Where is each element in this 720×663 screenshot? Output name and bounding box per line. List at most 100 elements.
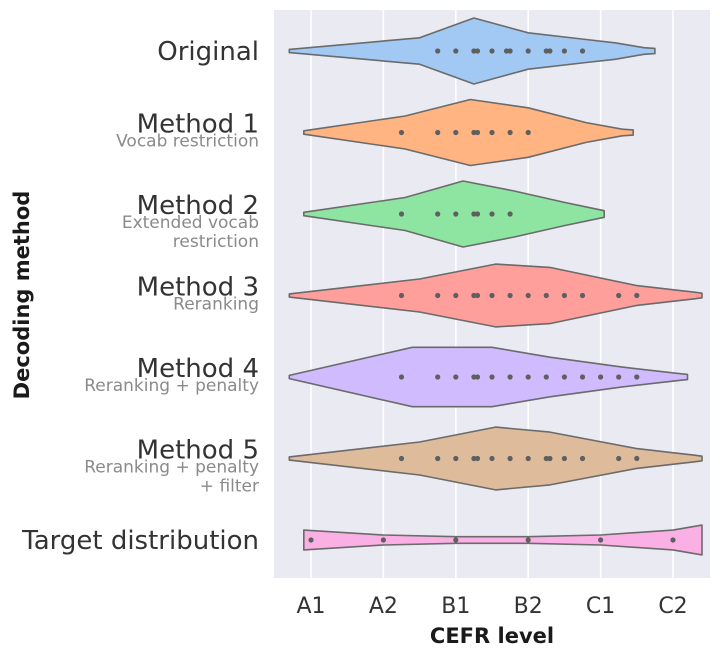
data-point-method-4-4 <box>474 374 481 380</box>
x-tick-a2: A2 <box>369 594 398 619</box>
data-point-original-9 <box>547 48 553 54</box>
data-point-method-5-5 <box>489 455 495 462</box>
data-point-method-3-2 <box>453 292 459 299</box>
data-point-method-3-10 <box>579 292 586 299</box>
category-subtitle-method-2-0: Extended vocab <box>122 213 259 233</box>
x-tick-a1: A1 <box>296 594 325 619</box>
data-point-method-3-0 <box>398 292 405 299</box>
category-subtitle-method-4-0: Reranking + penalty <box>84 376 259 396</box>
data-point-method-2-0 <box>398 211 405 217</box>
data-point-original-0 <box>435 48 441 54</box>
data-point-original-2 <box>471 48 477 54</box>
data-point-method-5-8 <box>543 455 549 462</box>
data-point-method-4-3 <box>471 374 477 380</box>
data-point-method-4-0 <box>398 374 405 380</box>
x-tick-c2: C2 <box>658 594 687 619</box>
data-point-target-distribution-2 <box>453 537 459 543</box>
data-point-method-4-10 <box>579 374 586 380</box>
violin-body-method-5 <box>288 426 703 491</box>
data-point-method-3-12 <box>634 292 640 299</box>
data-point-original-11 <box>579 48 586 54</box>
data-point-original-7 <box>525 48 531 54</box>
data-point-target-distribution-0 <box>308 537 314 543</box>
data-point-method-3-8 <box>543 292 549 299</box>
data-point-method-3-7 <box>525 292 531 299</box>
data-point-method-1-4 <box>474 129 481 136</box>
category-subtitle-method-5-0: Reranking + penalty <box>84 458 259 478</box>
data-point-method-5-1 <box>435 455 441 462</box>
data-point-method-1-5 <box>489 129 495 136</box>
violin-body-method-3 <box>288 263 703 328</box>
data-point-original-1 <box>453 48 459 54</box>
category-name-method-2: Method 2 <box>137 191 259 221</box>
data-point-method-1-2 <box>453 129 459 136</box>
data-point-method-2-4 <box>474 211 481 217</box>
data-point-method-3-9 <box>561 292 568 299</box>
data-point-method-3-1 <box>435 292 441 299</box>
data-point-method-1-3 <box>471 129 477 136</box>
data-point-method-4-7 <box>525 374 531 380</box>
data-point-method-2-2 <box>453 211 459 217</box>
data-point-method-5-0 <box>398 455 405 462</box>
data-point-original-4 <box>489 48 495 54</box>
data-point-method-4-12 <box>616 374 622 380</box>
data-point-method-5-9 <box>547 455 553 462</box>
category-label-original: Original <box>157 37 259 67</box>
data-point-method-2-5 <box>489 211 495 217</box>
data-point-original-8 <box>543 48 549 54</box>
violin-body-method-1 <box>303 98 634 167</box>
data-point-original-5 <box>503 48 510 54</box>
data-point-target-distribution-5 <box>670 537 676 543</box>
data-point-original-6 <box>507 48 513 54</box>
data-point-method-4-13 <box>634 374 640 380</box>
data-point-method-1-1 <box>435 129 441 136</box>
category-subtitle-method-2-1: restriction <box>173 232 259 252</box>
violin-body-target-distribution <box>303 524 703 556</box>
data-point-method-4-9 <box>561 374 568 380</box>
data-point-method-5-6 <box>507 455 513 462</box>
violin-method-5 <box>288 426 703 491</box>
data-point-method-4-5 <box>489 374 495 380</box>
x-tick-b1: B1 <box>441 594 470 619</box>
data-point-method-4-8 <box>543 374 549 380</box>
data-point-method-4-11 <box>598 374 604 380</box>
data-point-method-1-7 <box>525 129 531 136</box>
data-point-method-5-12 <box>616 455 622 462</box>
data-point-method-5-2 <box>453 455 459 462</box>
category-subtitle-method-5-1: + filter <box>200 477 259 497</box>
category-name-target-distribution: Target distribution <box>21 526 259 556</box>
category-subtitle-method-3-0: Reranking <box>173 295 259 315</box>
data-point-method-5-7 <box>525 455 531 462</box>
x-tick-labels: A1 A2 B1 B2 C1 C2 <box>296 594 687 619</box>
data-point-target-distribution-3 <box>525 537 531 543</box>
data-point-method-5-13 <box>634 455 640 462</box>
category-name-method-4: Method 4 <box>137 354 259 384</box>
violins <box>288 17 703 556</box>
violin-method-1 <box>303 98 634 167</box>
violin-body-method-4 <box>288 346 689 408</box>
category-name-original: Original <box>157 37 259 67</box>
data-point-method-5-4 <box>474 455 481 462</box>
data-point-method-3-6 <box>507 292 513 299</box>
x-axis-label: CEFR level <box>430 624 554 648</box>
data-point-method-2-1 <box>435 211 441 217</box>
data-point-original-3 <box>474 48 481 54</box>
violin-method-4 <box>288 346 689 408</box>
data-point-method-4-6 <box>507 374 513 380</box>
x-tick-b2: B2 <box>514 594 543 619</box>
x-tick-c1: C1 <box>586 594 615 619</box>
data-point-method-4-1 <box>435 374 441 380</box>
data-point-method-5-3 <box>471 455 477 462</box>
category-name-method-3: Method 3 <box>137 273 259 303</box>
violin-original <box>288 17 656 85</box>
category-label-target-distribution: Target distribution <box>21 526 259 556</box>
data-point-method-3-3 <box>471 292 477 299</box>
data-point-method-1-0 <box>398 129 405 136</box>
violin-method-2 <box>303 180 605 248</box>
